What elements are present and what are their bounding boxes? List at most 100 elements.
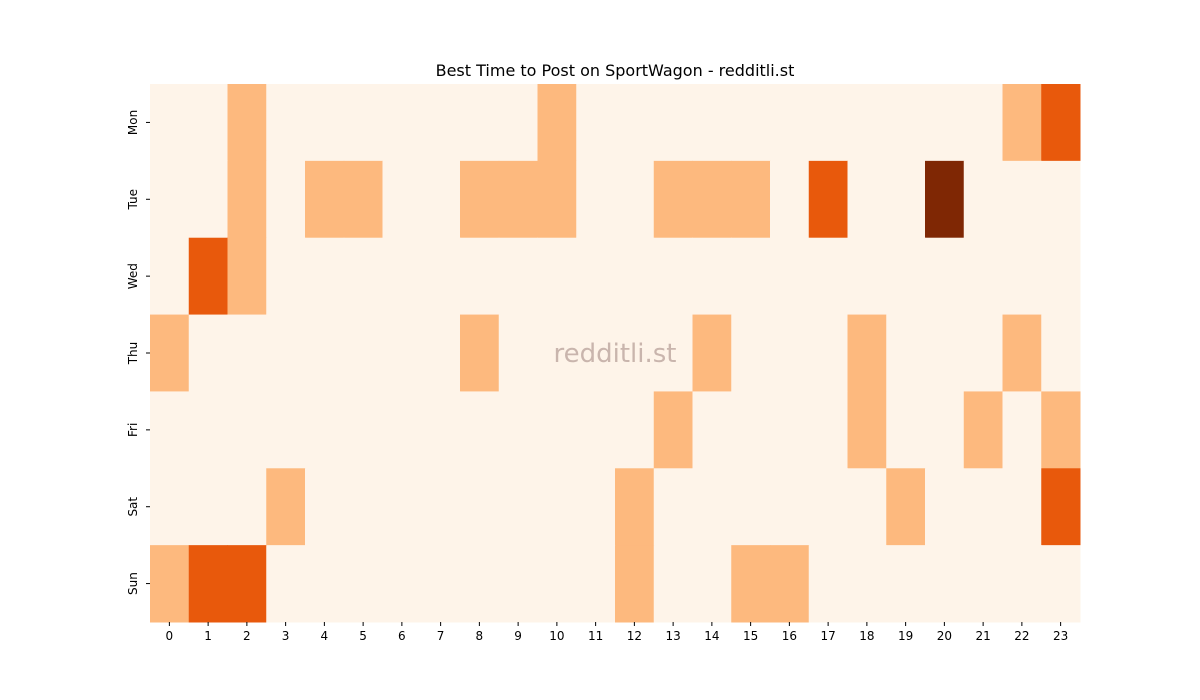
x-tick-label: 5	[359, 629, 367, 643]
heatmap-cell-sun-18	[847, 545, 887, 623]
heatmap-cell-fri-22	[1002, 391, 1042, 469]
heatmap-cell-wed-11	[576, 237, 616, 316]
heatmap-cell-wed-18	[847, 237, 887, 316]
heatmap-cell-mon-10	[537, 84, 577, 162]
heatmap-cell-sun-9	[498, 545, 538, 623]
heatmap-cell-mon-15	[731, 84, 771, 162]
heatmap-cell-fri-23	[1041, 391, 1081, 469]
heatmap-cell-thu-23	[1041, 314, 1081, 392]
heatmap-cell-tue-5	[343, 160, 383, 239]
heatmap-cell-thu-20	[925, 314, 965, 392]
heatmap-cell-sat-23	[1041, 468, 1081, 546]
heatmap-cell-mon-14	[692, 84, 732, 162]
heatmap-cell-mon-4	[305, 84, 345, 162]
heatmap-cell-thu-2	[227, 314, 267, 392]
heatmap-cell-mon-12	[615, 84, 655, 162]
heatmap-cell-tue-11	[576, 160, 616, 239]
heatmap-cell-wed-16	[770, 237, 810, 316]
heatmap-cell-tue-0	[150, 160, 190, 239]
heatmap-cell-thu-7	[421, 314, 461, 392]
y-tick-label: Sat	[126, 497, 140, 517]
x-tick-label: 19	[898, 629, 913, 643]
heatmap-cell-wed-19	[886, 237, 926, 316]
heatmap-cell-mon-8	[460, 84, 500, 162]
x-tick-label: 15	[743, 629, 758, 643]
heatmap-cell-sun-16	[770, 545, 810, 623]
heatmap-cell-mon-1	[188, 84, 228, 162]
heatmap-cell-wed-6	[382, 237, 422, 316]
heatmap-cell-sun-13	[653, 545, 693, 623]
heatmap-cell-fri-3	[266, 391, 306, 469]
heatmap-cell-wed-10	[537, 237, 577, 316]
heatmap-cell-fri-14	[692, 391, 732, 469]
heatmap-cell-fri-17	[808, 391, 848, 469]
heatmap-cell-fri-19	[886, 391, 926, 469]
heatmap-cell-sat-19	[886, 468, 926, 546]
heatmap-cell-tue-10	[537, 160, 577, 239]
x-tick-label: 20	[937, 629, 952, 643]
heatmap-cell-tue-15	[731, 160, 771, 239]
heatmap-cell-sun-23	[1041, 545, 1081, 623]
heatmap-cell-sat-11	[576, 468, 616, 546]
heatmap-cell-tue-6	[382, 160, 422, 239]
y-tick-label: Thu	[126, 342, 140, 366]
heatmap-cell-tue-9	[498, 160, 538, 239]
heatmap-cell-sat-12	[615, 468, 655, 546]
y-tick-label: Tue	[126, 189, 140, 211]
heatmap-cell-fri-7	[421, 391, 461, 469]
heatmap-cell-sat-4	[305, 468, 345, 546]
heatmap-cell-sat-5	[343, 468, 383, 546]
heatmap-cell-sun-22	[1002, 545, 1042, 623]
heatmap-cell-wed-21	[963, 237, 1003, 316]
x-tick-label: 13	[665, 629, 680, 643]
x-tick-label: 23	[1053, 629, 1068, 643]
heatmap-cell-mon-13	[653, 84, 693, 162]
heatmap-cell-thu-4	[305, 314, 345, 392]
heatmap-cell-wed-15	[731, 237, 771, 316]
heatmap-cell-mon-6	[382, 84, 422, 162]
heatmap-cell-wed-23	[1041, 237, 1081, 316]
heatmap-cell-mon-21	[963, 84, 1003, 162]
heatmap-cell-thu-16	[770, 314, 810, 392]
heatmap-cell-sun-5	[343, 545, 383, 623]
heatmap-cell-mon-22	[1002, 84, 1042, 162]
heatmap-cell-mon-11	[576, 84, 616, 162]
heatmap-cell-thu-10	[537, 314, 577, 392]
heatmap-cell-thu-1	[188, 314, 228, 392]
heatmap-cell-sat-14	[692, 468, 732, 546]
y-tick-label: Mon	[126, 110, 140, 135]
heatmap-cell-tue-2	[227, 160, 267, 239]
heatmap-cell-thu-0	[150, 314, 190, 392]
chart-title: Best Time to Post on SportWagon - reddit…	[436, 61, 795, 80]
heatmap-cell-wed-5	[343, 237, 383, 316]
heatmap-cell-thu-9	[498, 314, 538, 392]
heatmap-cell-fri-0	[150, 391, 190, 469]
x-tick-label: 16	[782, 629, 797, 643]
heatmap-cell-thu-6	[382, 314, 422, 392]
heatmap-cell-sun-1	[188, 545, 228, 623]
heatmap-cell-sat-16	[770, 468, 810, 546]
y-tick-label: Sun	[126, 572, 140, 595]
heatmap-cell-wed-7	[421, 237, 461, 316]
heatmap-cell-thu-18	[847, 314, 887, 392]
heatmap-cell-fri-1	[188, 391, 228, 469]
heatmap-cell-mon-16	[770, 84, 810, 162]
heatmap-cell-sat-6	[382, 468, 422, 546]
heatmap-cell-sat-1	[188, 468, 228, 546]
x-tick-label: 14	[704, 629, 719, 643]
heatmap-cell-thu-14	[692, 314, 732, 392]
heatmap-cell-tue-7	[421, 160, 461, 239]
heatmap-cell-sat-7	[421, 468, 461, 546]
heatmap-cell-mon-7	[421, 84, 461, 162]
heatmap-cell-sun-2	[227, 545, 267, 623]
heatmap-cell-wed-17	[808, 237, 848, 316]
heatmap-cell-sat-17	[808, 468, 848, 546]
heatmap-cell-tue-12	[615, 160, 655, 239]
heatmap-cell-sat-13	[653, 468, 693, 546]
heatmap-cell-sat-18	[847, 468, 887, 546]
heatmap-cell-mon-17	[808, 84, 848, 162]
heatmap-cell-thu-19	[886, 314, 926, 392]
heatmap-cell-sun-8	[460, 545, 500, 623]
heatmap-cell-mon-19	[886, 84, 926, 162]
